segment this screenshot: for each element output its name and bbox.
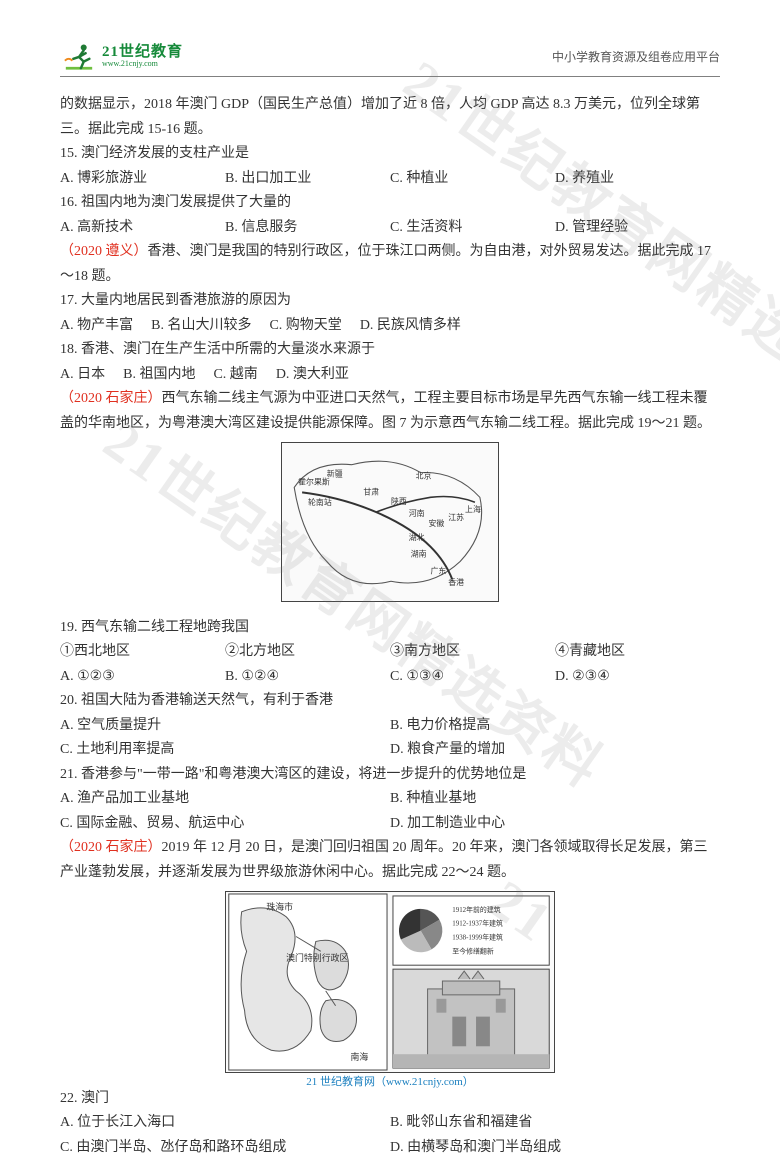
q21-opt-a: A. 渔产品加工业基地: [60, 787, 390, 812]
header-right: 中小学教育资源及组卷应用平台: [552, 48, 720, 65]
pie-legend: 1912年前的建筑: [452, 905, 500, 914]
q17-opt-c: C. 购物天堂: [269, 314, 341, 339]
q19-opt-d: D. ②③④: [555, 665, 720, 690]
map1-label: 广东: [430, 565, 446, 575]
q21-options: A. 渔产品加工业基地 B. 种植业基地 C. 国际金融、贸易、航运中心 D. …: [60, 787, 720, 836]
zunyi-text: 香港、澳门是我国的特别行政区，位于珠江口两侧。为自由港，对外贸易发达。据此完成 …: [60, 244, 711, 284]
pie-legend: 1912-1937年建筑: [452, 919, 503, 928]
sjz2-tag: （2020 石家庄）: [60, 840, 162, 855]
china-pipeline-map: 霍尔果斯 轮南站 新疆 甘肃 北京 陕西 河南 安徽 江苏 上海 湖北 湖南 广…: [281, 442, 499, 602]
q18-opt-d: D. 澳大利亚: [276, 363, 349, 388]
sjz1-para: （2020 石家庄）西气东输二线主气源为中亚进口天然气，工程主要目标市场是早先西…: [60, 387, 720, 436]
q17-options: A. 物产丰富 B. 名山大川较多 C. 购物天堂 D. 民族风情多样: [60, 314, 720, 339]
map1-label: 湖南: [411, 549, 427, 559]
q15-stem: 15. 澳门经济发展的支柱产业是: [60, 142, 720, 167]
q15-opt-b: B. 出口加工业: [225, 167, 390, 192]
q16-opt-d: D. 管理经验: [555, 216, 720, 241]
q19-opt-a: A. ①②③: [60, 665, 225, 690]
map1-label: 新疆: [327, 469, 343, 479]
map2-wrap: 珠海市 澳门特别行政区 南海 1912年前的建筑 1912-1937年建筑 19…: [60, 891, 720, 1083]
map1-label: 上海: [465, 504, 481, 514]
q18-opt-c: C. 越南: [213, 363, 257, 388]
q19-sub-3: ③南方地区: [390, 640, 555, 665]
sjz2-para: （2020 石家庄）2019 年 12 月 20 日，是澳门回归祖国 20 周年…: [60, 836, 720, 885]
page-header: 21世纪教育 www.21cnjy.com 中小学教育资源及组卷应用平台: [60, 40, 720, 77]
pie-legend: 至今修缮翻新: [452, 946, 494, 955]
logo-text: 21世纪教育 www.21cnjy.com: [102, 45, 183, 68]
q22-opt-a: A. 位于长江入海口: [60, 1111, 390, 1136]
runner-icon: [60, 40, 98, 72]
q17-stem: 17. 大量内地居民到香港旅游的原因为: [60, 289, 720, 314]
map1-label: 北京: [416, 471, 432, 481]
q20-opt-c: C. 土地利用率提高: [60, 738, 390, 763]
q21-opt-c: C. 国际金融、贸易、航运中心: [60, 812, 390, 837]
q15-opt-a: A. 博彩旅游业: [60, 167, 225, 192]
zunyi-tag: （2020 遵义）: [60, 244, 148, 259]
map1-label: 霍尔果斯: [298, 476, 330, 486]
q17-opt-b: B. 名山大川较多: [151, 314, 251, 339]
document-body: 的数据显示，2018 年澳门 GDP（国民生产总值）增加了近 8 倍，人均 GD…: [60, 93, 720, 1160]
q15-opt-d: D. 养殖业: [555, 167, 720, 192]
q17-opt-a: A. 物产丰富: [60, 314, 133, 339]
q16-stem: 16. 祖国内地为澳门发展提供了大量的: [60, 191, 720, 216]
intro-para: 的数据显示，2018 年澳门 GDP（国民生产总值）增加了近 8 倍，人均 GD…: [60, 93, 720, 142]
map2-label: 南海: [350, 1051, 368, 1062]
q15-opt-c: C. 种植业: [390, 167, 555, 192]
page-footer: 21 世纪教育网（www.21cnjy.com）: [0, 1073, 780, 1089]
map1-label: 河南: [409, 508, 425, 518]
q19-sub-4: ④青藏地区: [555, 640, 720, 665]
map1-label: 安徽: [429, 518, 445, 528]
q20-opt-b: B. 电力价格提高: [390, 714, 720, 739]
q19-options: A. ①②③ B. ①②④ C. ①③④ D. ②③④: [60, 665, 720, 690]
q19-opt-b: B. ①②④: [225, 665, 390, 690]
q20-stem: 20. 祖国大陆为香港输送天然气，有利于香港: [60, 689, 720, 714]
map1-label: 湖北: [409, 533, 425, 542]
q19-opt-c: C. ①③④: [390, 665, 555, 690]
zunyi-para: （2020 遵义）香港、澳门是我国的特别行政区，位于珠江口两侧。为自由港，对外贸…: [60, 240, 720, 289]
map1-label: 江苏: [448, 512, 464, 522]
map2-label: 珠海市: [266, 901, 293, 912]
q18-opt-a: A. 日本: [60, 363, 105, 388]
logo-url: www.21cnjy.com: [102, 60, 183, 68]
q19-sub-2: ②北方地区: [225, 640, 390, 665]
q22-options: A. 位于长江入海口 B. 毗邻山东省和福建省 C. 由澳门半岛、氹仔岛和路环岛…: [60, 1111, 720, 1160]
pie-legend: 1938-1999年建筑: [452, 932, 503, 941]
q16-opt-a: A. 高新技术: [60, 216, 225, 241]
q22-opt-d: D. 由横琴岛和澳门半岛组成: [390, 1136, 720, 1160]
q18-stem: 18. 香港、澳门在生产生活中所需的大量淡水来源于: [60, 338, 720, 363]
map1-label: 香港: [448, 577, 464, 587]
logo-cn: 21世纪教育: [102, 45, 183, 60]
q20-opt-d: D. 粮食产量的增加: [390, 738, 720, 763]
q16-options: A. 高新技术 B. 信息服务 C. 生活资料 D. 管理经验: [60, 216, 720, 241]
q20-options: A. 空气质量提升 B. 电力价格提高 C. 土地利用率提高 D. 粮食产量的增…: [60, 714, 720, 763]
map1-label: 轮南站: [308, 497, 332, 507]
q21-opt-b: B. 种植业基地: [390, 787, 720, 812]
q19-subs: ①西北地区 ②北方地区 ③南方地区 ④青藏地区: [60, 640, 720, 665]
q18-options: A. 日本 B. 祖国内地 C. 越南 D. 澳大利亚: [60, 363, 720, 388]
map1-label: 陕西: [391, 496, 407, 506]
q19-sub-1: ①西北地区: [60, 640, 225, 665]
q20-opt-a: A. 空气质量提升: [60, 714, 390, 739]
q18-opt-b: B. 祖国内地: [123, 363, 195, 388]
q22-stem: 22. 澳门: [60, 1087, 720, 1112]
q22-opt-c: C. 由澳门半岛、氹仔岛和路环岛组成: [60, 1136, 390, 1160]
q19-stem: 19. 西气东输二线工程地跨我国: [60, 616, 720, 641]
logo-block: 21世纪教育 www.21cnjy.com: [60, 40, 183, 72]
map1-wrap: 霍尔果斯 轮南站 新疆 甘肃 北京 陕西 河南 安徽 江苏 上海 湖北 湖南 广…: [60, 442, 720, 612]
q16-opt-b: B. 信息服务: [225, 216, 390, 241]
map2-label: 澳门特别行政区: [286, 952, 348, 963]
q22-opt-b: B. 毗邻山东省和福建省: [390, 1111, 720, 1136]
map1-label: 甘肃: [363, 486, 379, 496]
q21-stem: 21. 香港参与"一带一路"和粤港澳大湾区的建设，将进一步提升的优势地位是: [60, 763, 720, 788]
q16-opt-c: C. 生活资料: [390, 216, 555, 241]
q17-opt-d: D. 民族风情多样: [360, 314, 461, 339]
q21-opt-d: D. 加工制造业中心: [390, 812, 720, 837]
q15-options: A. 博彩旅游业 B. 出口加工业 C. 种植业 D. 养殖业: [60, 167, 720, 192]
sjz1-tag: （2020 石家庄）: [60, 391, 162, 406]
macau-map-figure: 珠海市 澳门特别行政区 南海 1912年前的建筑 1912-1937年建筑 19…: [225, 891, 555, 1073]
